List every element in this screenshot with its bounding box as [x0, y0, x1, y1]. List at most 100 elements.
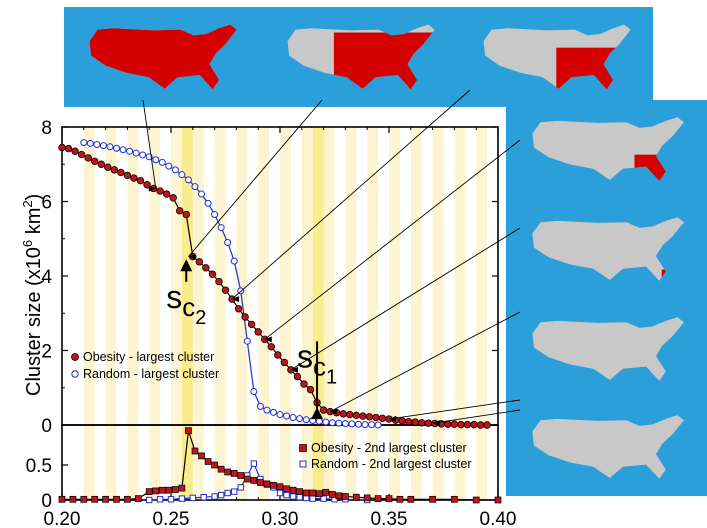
us-land	[532, 217, 684, 281]
data-point	[230, 257, 238, 265]
stripe	[301, 127, 313, 500]
data-point	[113, 144, 120, 152]
data-point	[274, 351, 282, 359]
data-point	[123, 171, 132, 180]
y-tick-label: 0	[41, 491, 52, 512]
y-axis-label-part: 2	[20, 200, 35, 207]
data-point	[296, 488, 303, 495]
data-point	[119, 146, 127, 154]
annotation-label: sc2	[166, 279, 206, 329]
data-point	[198, 452, 205, 460]
data-point	[411, 418, 419, 426]
data-point	[254, 328, 262, 336]
data-point	[247, 320, 256, 329]
data-point	[472, 496, 480, 504]
data-point	[224, 238, 232, 246]
stripe	[214, 127, 226, 500]
data-point	[204, 458, 212, 465]
data-point	[185, 427, 192, 435]
data-point	[143, 181, 151, 189]
y-axis-label: Cluster size (x106 km2)	[20, 194, 45, 396]
data-point	[352, 411, 360, 420]
data-point	[250, 460, 258, 467]
data-point	[470, 420, 478, 429]
data-point	[152, 156, 160, 164]
data-point	[315, 417, 323, 425]
data-point	[341, 420, 349, 428]
data-point	[276, 411, 284, 419]
stripe	[410, 127, 422, 500]
data-point	[296, 494, 303, 501]
map-connector-arrowhead	[188, 253, 196, 260]
data-point	[335, 492, 343, 500]
stripe	[323, 127, 335, 500]
data-point	[300, 380, 308, 388]
us-map	[532, 415, 684, 479]
data-point	[134, 495, 142, 502]
data-point	[346, 410, 354, 419]
map-connector	[290, 227, 521, 371]
y-tick-label: 6	[41, 193, 52, 214]
data-point	[90, 157, 99, 165]
data-point	[328, 419, 336, 427]
data-point	[211, 493, 218, 500]
y-tick-label: 0.5	[26, 456, 52, 477]
data-point	[146, 496, 153, 504]
data-point	[429, 495, 436, 503]
data-point	[263, 480, 271, 488]
annotation-sc2: sc2	[166, 259, 206, 329]
y-tick-label: 2	[41, 342, 52, 363]
data-point	[162, 190, 171, 198]
data-point	[217, 224, 225, 232]
stripe	[171, 127, 182, 500]
data-point	[404, 417, 413, 426]
y-tick-label: 8	[41, 118, 52, 139]
data-point	[241, 313, 249, 321]
data-point	[283, 412, 291, 420]
data-point	[361, 421, 369, 429]
data-point	[136, 176, 145, 185]
data-point	[418, 419, 426, 427]
data-point	[352, 493, 360, 501]
y-axis-label-part: 6	[20, 240, 35, 247]
map-connector-arrowhead	[389, 416, 396, 423]
y-tick-label: 4	[41, 267, 52, 288]
legend: Obesity - largest cluster Random - larges…	[71, 350, 219, 381]
stripe	[258, 127, 270, 500]
data-point	[124, 495, 131, 503]
data-point	[191, 447, 199, 455]
data-point	[198, 190, 206, 198]
data-point	[165, 486, 173, 494]
legend-label: Random - largest cluster	[83, 367, 219, 381]
data-point	[191, 183, 199, 191]
data-point	[398, 417, 406, 425]
data-point	[270, 481, 277, 489]
data-point	[169, 194, 177, 202]
data-point	[306, 385, 315, 394]
data-point	[132, 149, 140, 157]
data-point	[184, 176, 192, 184]
data-point	[342, 493, 349, 500]
data-point	[156, 187, 164, 195]
data-point	[289, 493, 297, 500]
annotation-sub: c	[182, 292, 195, 322]
stripe	[127, 127, 139, 500]
data-point	[263, 406, 271, 414]
data-point	[99, 142, 107, 150]
data-point	[204, 199, 212, 207]
data-point	[385, 495, 393, 502]
data-point	[372, 413, 380, 422]
map-connector	[432, 409, 521, 424]
stripe	[83, 127, 95, 500]
data-point	[328, 491, 336, 498]
data-point	[354, 420, 362, 428]
data-point	[243, 475, 251, 483]
data-point	[158, 486, 166, 494]
data-point	[365, 413, 374, 421]
data-point	[167, 496, 175, 503]
map-connector-arrowhead	[290, 366, 298, 373]
data-point	[224, 468, 232, 476]
data-point	[106, 143, 114, 151]
obesity-largest-series	[58, 143, 491, 429]
